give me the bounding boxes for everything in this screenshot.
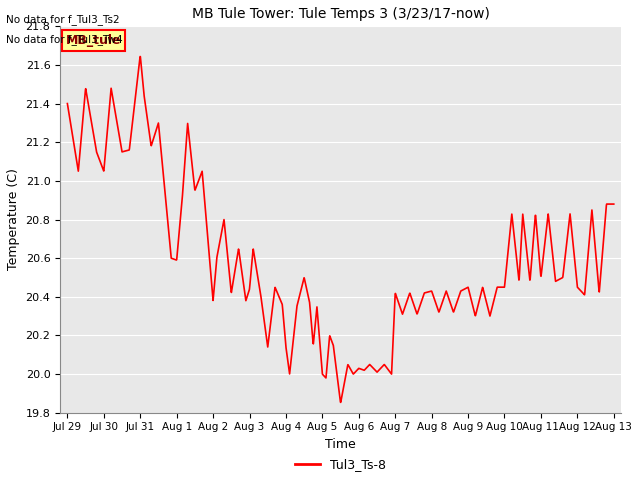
Title: MB Tule Tower: Tule Temps 3 (3/23/17-now): MB Tule Tower: Tule Temps 3 (3/23/17-now… (191, 7, 490, 21)
Y-axis label: Temperature (C): Temperature (C) (7, 168, 20, 270)
X-axis label: Time: Time (325, 438, 356, 451)
Legend: Tul3_Ts-8: Tul3_Ts-8 (290, 453, 391, 476)
Text: No data for f_Tul3_Tw4: No data for f_Tul3_Tw4 (6, 34, 123, 45)
Text: MB_tule: MB_tule (66, 34, 121, 47)
Text: No data for f_Tul3_Ts2: No data for f_Tul3_Ts2 (6, 14, 120, 25)
